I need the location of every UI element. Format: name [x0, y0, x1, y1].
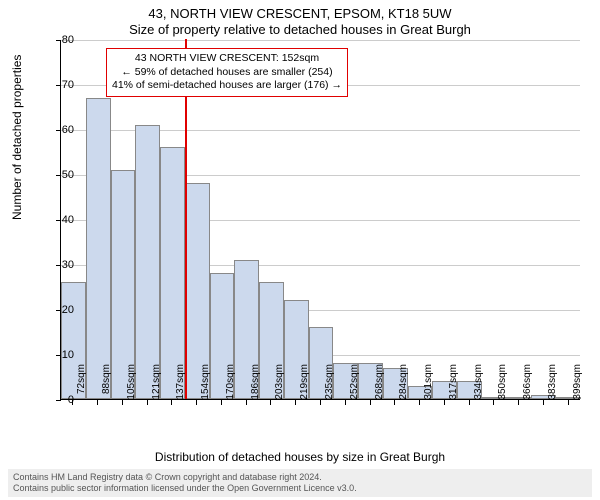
x-tick-label: 284sqm [398, 364, 409, 404]
x-tick-mark [122, 400, 123, 405]
x-tick-label: 334sqm [473, 364, 484, 404]
plot-area: 43 NORTH VIEW CRESCENT: 152sqm← 59% of d… [60, 40, 580, 400]
x-tick-label: 399sqm [572, 364, 583, 404]
x-tick-mark [444, 400, 445, 405]
x-tick-label: 154sqm [200, 364, 211, 404]
x-tick-mark [196, 400, 197, 405]
x-tick-label: 268sqm [374, 364, 385, 404]
x-tick-mark [147, 400, 148, 405]
x-tick-mark [419, 400, 420, 405]
x-tick-label: 235sqm [324, 364, 335, 404]
y-tick-label: 50 [44, 169, 74, 181]
x-tick-mark [543, 400, 544, 405]
chart-title-line1: 43, NORTH VIEW CRESCENT, EPSOM, KT18 5UW [0, 6, 600, 21]
x-tick-mark [171, 400, 172, 405]
x-axis-label: Distribution of detached houses by size … [0, 450, 600, 464]
x-tick-mark [320, 400, 321, 405]
x-tick-label: 121sqm [151, 364, 162, 404]
footer-line1: Contains HM Land Registry data © Crown c… [13, 472, 587, 483]
x-tick-mark [97, 400, 98, 405]
y-tick-label: 30 [44, 259, 74, 271]
x-tick-mark [345, 400, 346, 405]
x-tick-mark [221, 400, 222, 405]
y-tick-label: 70 [44, 79, 74, 91]
y-tick-label: 80 [44, 34, 74, 46]
y-tick-label: 10 [44, 349, 74, 361]
annotation-line3: 41% of semi-detached houses are larger (… [112, 79, 342, 93]
x-tick-mark [394, 400, 395, 405]
x-tick-mark [568, 400, 569, 405]
annotation-line2: ← 59% of detached houses are smaller (25… [112, 66, 342, 80]
x-tick-label: 252sqm [349, 364, 360, 404]
x-tick-mark [518, 400, 519, 405]
bar [86, 98, 111, 400]
y-tick-label: 20 [44, 304, 74, 316]
x-tick-mark [270, 400, 271, 405]
y-tick-label: 0 [44, 394, 74, 406]
x-tick-label: 137sqm [175, 364, 186, 404]
x-tick-mark [246, 400, 247, 405]
y-tick-label: 60 [44, 124, 74, 136]
y-axis-label: Number of detached properties [10, 55, 24, 220]
x-tick-mark [72, 400, 73, 405]
x-tick-label: 88sqm [101, 364, 112, 404]
x-tick-label: 301sqm [423, 364, 434, 404]
x-tick-mark [469, 400, 470, 405]
x-tick-label: 72sqm [76, 364, 87, 404]
chart-container: 43, NORTH VIEW CRESCENT, EPSOM, KT18 5UW… [0, 0, 600, 500]
grid-line [61, 40, 580, 41]
x-tick-label: 383sqm [547, 364, 558, 404]
y-tick-label: 40 [44, 214, 74, 226]
x-tick-label: 350sqm [497, 364, 508, 404]
x-tick-mark [493, 400, 494, 405]
x-tick-label: 366sqm [522, 364, 533, 404]
x-tick-mark [295, 400, 296, 405]
x-tick-label: 219sqm [299, 364, 310, 404]
x-tick-mark [370, 400, 371, 405]
x-tick-label: 170sqm [225, 364, 236, 404]
x-tick-label: 186sqm [250, 364, 261, 404]
bar [160, 147, 185, 399]
annotation-line1: 43 NORTH VIEW CRESCENT: 152sqm [112, 52, 342, 66]
footer: Contains HM Land Registry data © Crown c… [8, 469, 592, 497]
chart-title-line2: Size of property relative to detached ho… [0, 22, 600, 37]
footer-line2: Contains public sector information licen… [13, 483, 587, 494]
bar [135, 125, 160, 400]
x-tick-label: 317sqm [448, 364, 459, 404]
x-tick-label: 105sqm [126, 364, 137, 404]
annotation-box: 43 NORTH VIEW CRESCENT: 152sqm← 59% of d… [106, 48, 348, 97]
x-tick-label: 203sqm [274, 364, 285, 404]
